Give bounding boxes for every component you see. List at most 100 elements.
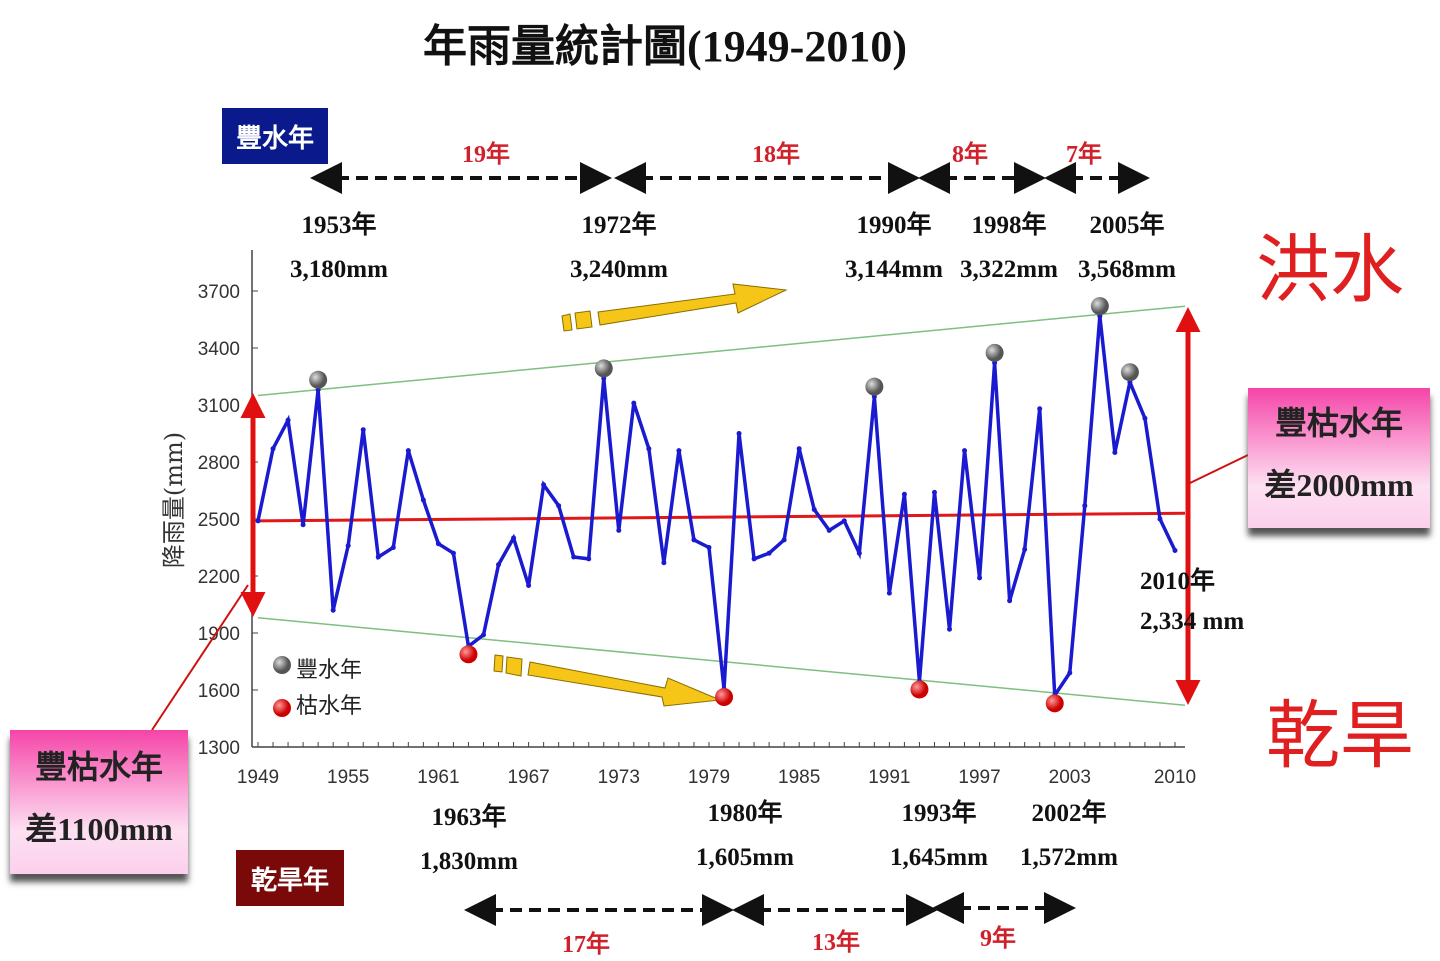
wet-label-1953: 1953年 3,180mm [290, 212, 388, 283]
data-point [1157, 516, 1163, 522]
dry-year-box: 乾旱年 [236, 850, 344, 906]
data-point [586, 556, 592, 562]
x-tick-label: 1955 [327, 767, 369, 788]
wet-label-1998: 1998年 3,322mm [960, 212, 1058, 283]
data-point [270, 446, 276, 452]
y-tick-label: 3100 [198, 396, 240, 417]
data-point [435, 541, 441, 547]
data-point [526, 583, 532, 588]
flood-label: 洪水 [1256, 227, 1404, 313]
data-point [1142, 415, 1148, 421]
data-point [676, 448, 682, 454]
data-point [541, 482, 547, 488]
rising-trend-arrow-dash [574, 310, 593, 330]
y-tick-label: 2500 [198, 510, 240, 531]
data-point [947, 626, 953, 632]
wet-year-marker [985, 343, 1004, 362]
y-tick-label: 1900 [198, 624, 240, 645]
data-point [661, 560, 667, 566]
data-point [480, 632, 486, 638]
data-point [886, 590, 892, 596]
falling-trend-arrow-dash [505, 656, 523, 677]
falling-trend-arrow-dash [493, 654, 504, 673]
data-point [496, 562, 502, 568]
data-point [450, 550, 456, 556]
data-point [931, 489, 937, 495]
data-point [1007, 598, 1013, 604]
data-point [1112, 450, 1118, 455]
wet-label-2005: 2005年 3,568mm [1078, 212, 1176, 283]
data-point [706, 545, 712, 550]
x-tick-label: 2003 [1049, 767, 1091, 788]
drought-label: 乾旱 [1266, 693, 1414, 779]
rising-trend-arrow [597, 283, 788, 326]
chart-title: 年雨量統計圖(1949-2010) [423, 22, 907, 71]
dry-label-1993: 1993年 1,645mm [890, 800, 988, 871]
dry-label-1980: 1980年 1,605mm [696, 800, 794, 871]
y-tick-label: 1600 [198, 681, 240, 702]
x-tick-label: 1967 [507, 767, 549, 788]
right-callout-line [1189, 454, 1249, 484]
wet-label-1972: 1972年 3,240mm [570, 212, 668, 283]
legend-wet: 豐水年 [296, 658, 363, 683]
x-tick-label: 1979 [688, 767, 730, 788]
x-tick-label: 2010 [1154, 767, 1196, 788]
wet-year-marker [594, 359, 613, 378]
data-point [556, 503, 562, 509]
data-point [962, 448, 968, 454]
legend-dry-marker [273, 699, 291, 717]
wet-interval-4: 7年 [1066, 142, 1102, 168]
data-point [826, 527, 832, 533]
data-point [1037, 406, 1043, 412]
dry-label-2002: 2002年 1,572mm [1020, 800, 1118, 871]
falling-trend-arrow [527, 661, 722, 707]
data-point [856, 550, 862, 556]
last-label-2010: 2010年 2,334 mm [1140, 568, 1245, 635]
legend-wet-marker [273, 656, 291, 674]
data-point [1067, 670, 1073, 676]
x-tick-label: 1961 [417, 767, 459, 788]
rainfall-series-line [256, 315, 1177, 701]
x-tick-label: 1985 [778, 767, 820, 788]
wet-year-marker [1090, 297, 1109, 316]
data-point [736, 431, 742, 436]
y-tick-label: 1300 [198, 738, 240, 759]
left-callout-line [151, 584, 249, 731]
data-point [796, 446, 802, 452]
x-tick-label: 1949 [237, 767, 279, 788]
y-tick-label: 2800 [198, 453, 240, 474]
data-point [691, 537, 697, 543]
dry-year-marker [1045, 694, 1064, 713]
data-point [420, 497, 426, 503]
data-point [571, 554, 577, 560]
x-tick-label: 1997 [958, 767, 1000, 788]
y-tick-label: 3700 [198, 282, 240, 303]
dry-year-marker [910, 680, 929, 699]
dry-interval-2: 13年 [812, 930, 860, 956]
data-point [811, 507, 817, 512]
data-point [1172, 548, 1178, 554]
diff-box-right: 豐枯水年 差2000mm [1248, 388, 1430, 528]
data-point [781, 537, 787, 543]
data-point [766, 550, 772, 556]
data-point [616, 527, 622, 533]
data-point [300, 522, 306, 528]
mean-line [257, 511, 1186, 523]
dry-label-1963: 1963年 1,830mm [420, 804, 518, 875]
dry-year-marker [715, 688, 734, 707]
data-point [646, 446, 652, 452]
data-point [901, 491, 907, 497]
data-point [511, 535, 517, 541]
y-tick-label: 3400 [198, 339, 240, 360]
data-point [345, 543, 351, 549]
diff-box-left: 豐枯水年 差1100mm [10, 730, 188, 874]
wet-interval-1: 19年 [462, 142, 510, 168]
data-point [405, 448, 411, 454]
x-tick-label: 1991 [868, 767, 910, 788]
y-tick-label: 2200 [198, 567, 240, 588]
data-point [390, 545, 396, 550]
x-tick-label: 1973 [598, 767, 640, 788]
data-point [977, 575, 983, 581]
